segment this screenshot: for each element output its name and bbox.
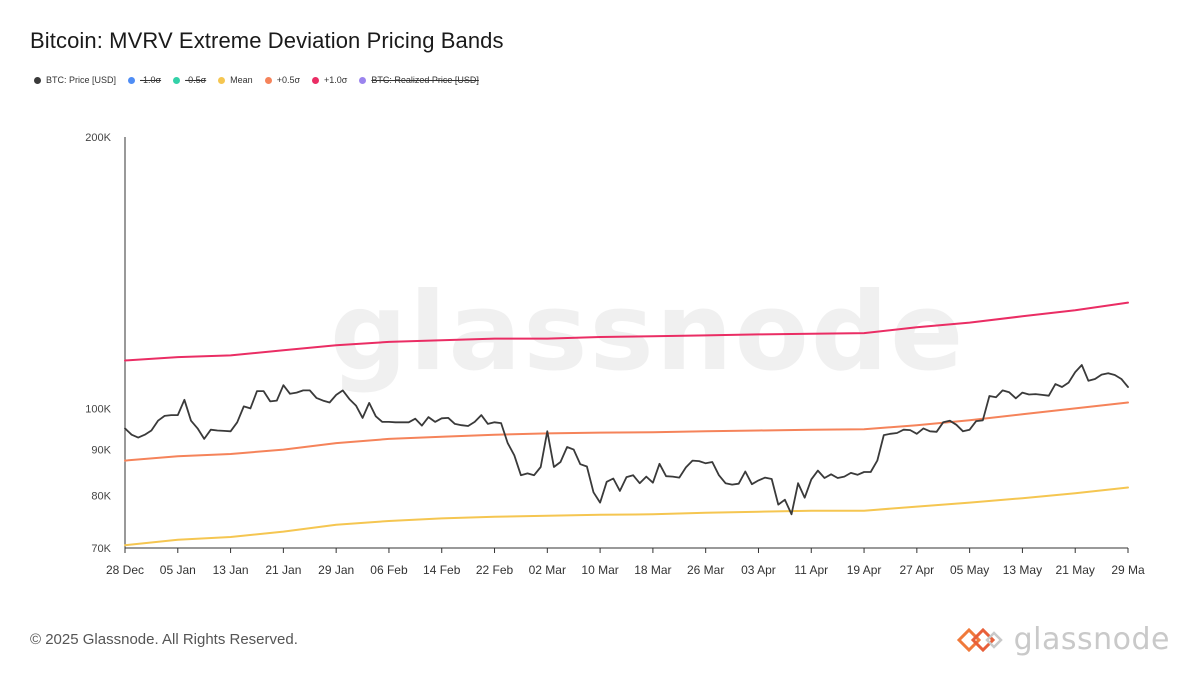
series-line xyxy=(124,364,1129,516)
chart-legend: BTC: Price [USD] -1.0σ -0.5σ Mean +0.5σ +1.0σ… xyxy=(34,75,491,85)
y-tick-label: 100K xyxy=(85,403,111,415)
x-tick-label: 18 Mar xyxy=(634,563,671,577)
x-tick-label: 13 May xyxy=(1003,563,1042,577)
x-tick-label: 14 Feb xyxy=(423,563,461,577)
x-tick-label: 21 May xyxy=(1056,563,1095,577)
legend-swatch xyxy=(312,76,320,84)
x-tick-label: 13 Jan xyxy=(213,563,249,577)
x-tick-label: 05 May xyxy=(950,563,989,577)
legend-swatch xyxy=(264,76,272,84)
chart-title: Bitcoin: MVRV Extreme Deviation Pricing … xyxy=(30,28,504,53)
legend-item[interactable]: Mean xyxy=(218,75,253,85)
legend-item[interactable]: BTC: Realized Price [USD] xyxy=(359,75,479,85)
y-tick-label: 200K xyxy=(85,132,111,144)
copyright-text: © 2025 Glassnode. All Rights Reserved. xyxy=(30,631,298,648)
legend-item[interactable]: +0.5σ xyxy=(264,75,301,85)
glassnode-logo-icon xyxy=(956,627,1003,652)
series-line xyxy=(124,401,1129,462)
x-tick-label: 29 Jan xyxy=(318,563,354,577)
x-tick-label: 02 Mar xyxy=(529,563,566,577)
legend-swatch xyxy=(359,76,367,84)
legend-item[interactable]: -0.5σ xyxy=(173,75,206,85)
y-tick-label: 90K xyxy=(91,445,111,457)
x-tick-label: 19 Apr xyxy=(847,563,882,577)
legend-label: BTC: Price [USD] xyxy=(46,75,117,85)
series-line xyxy=(124,486,1129,547)
brand-wordmark: glassnode xyxy=(1013,622,1170,657)
x-tick-label: 27 Apr xyxy=(899,563,934,577)
legend-swatch xyxy=(218,76,226,84)
brand-logo-group: glassnode xyxy=(956,622,1170,657)
legend-item[interactable]: -1.0σ xyxy=(128,75,161,85)
x-tick-label: 11 Apr xyxy=(794,563,828,577)
x-tick-label: 22 Feb xyxy=(476,563,514,577)
legend-label: -0.5σ xyxy=(185,75,207,85)
legend-item[interactable]: +1.0σ xyxy=(312,75,347,85)
y-tick-label: 80K xyxy=(91,491,111,503)
legend-label: +0.5σ xyxy=(276,75,301,85)
legend-swatch xyxy=(128,76,136,84)
legend-label: Mean xyxy=(230,75,253,85)
y-tick-label: 70K xyxy=(91,543,111,555)
legend-swatch xyxy=(173,76,181,84)
x-tick-label: 05 Jan xyxy=(160,563,196,577)
legend-item[interactable]: BTC: Price [USD] xyxy=(34,75,116,85)
legend-swatch xyxy=(34,76,41,84)
x-tick-label: 03 Apr xyxy=(741,563,776,577)
x-tick-label: 26 Mar xyxy=(687,563,724,577)
x-tick-label: 28 Dec xyxy=(106,563,144,577)
x-tick-label: 06 Feb xyxy=(370,563,408,577)
x-tick-label: 21 Jan xyxy=(265,563,301,577)
x-tick-label: 10 Mar xyxy=(581,563,618,577)
legend-label: -1.0σ xyxy=(140,75,162,85)
legend-label: +1.0σ xyxy=(324,75,348,85)
legend-label: BTC: Realized Price [USD] xyxy=(371,75,479,85)
series-line xyxy=(124,301,1129,362)
x-tick-label: 29 Ma xyxy=(1111,563,1145,577)
